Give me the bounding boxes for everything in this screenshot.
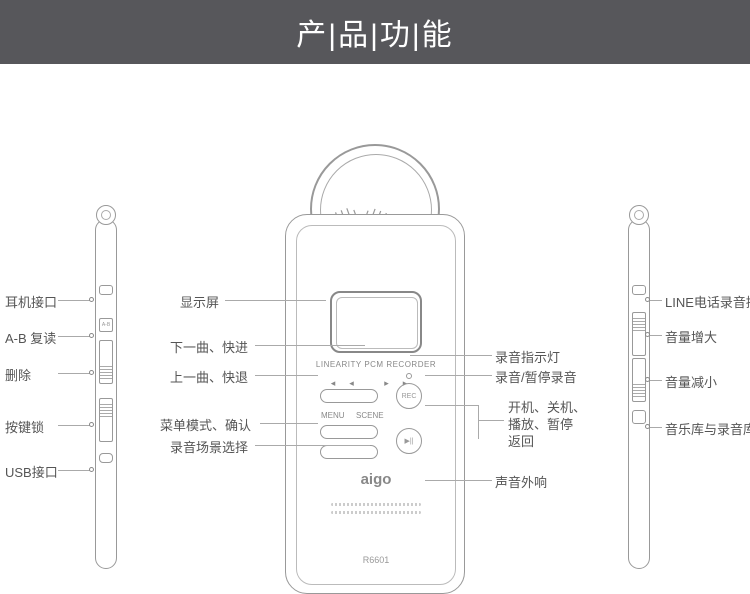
front-body: LINEARITY PCM RECORDER ◂◂ ▸▸ MENU SCENE … <box>285 214 465 594</box>
header-banner: 产|品|功|能 <box>0 0 750 64</box>
callout-label: 录音场景选择 <box>170 437 248 456</box>
delete-slider <box>99 340 113 384</box>
callout-label: 录音/暂停录音 <box>495 367 577 386</box>
leader-line <box>255 345 365 346</box>
leader-line <box>58 300 92 301</box>
side-knob-r <box>629 205 649 225</box>
device-left-side: A-B <box>85 219 127 569</box>
leader-line <box>255 375 318 376</box>
leader-line <box>478 405 479 439</box>
play-button: ▶|| <box>396 428 422 454</box>
callout-label: 录音指示灯 <box>495 347 560 366</box>
callout-label: 显示屏 <box>180 292 219 311</box>
ab-button: A-B <box>99 318 113 332</box>
rec-led <box>406 373 412 379</box>
leader-line <box>58 336 92 337</box>
scene-text: SCENE <box>356 411 384 420</box>
leader-line <box>648 427 662 428</box>
callout-label: 下一曲、快进 <box>170 337 248 356</box>
diagram-content: A-B <box>0 64 750 588</box>
menu-text: MENU <box>321 411 345 420</box>
leader-line <box>260 423 318 424</box>
leader-line <box>58 373 92 374</box>
callout-label: 声音外响 <box>495 472 547 491</box>
lib-switch-btn <box>632 410 646 424</box>
screen <box>330 291 422 353</box>
leader-line <box>225 300 326 301</box>
leader-line <box>255 445 370 446</box>
leader-dot <box>89 370 94 375</box>
callout-label: 返回 <box>508 431 534 450</box>
vol-up-slider <box>632 312 646 356</box>
leader-line <box>648 380 662 381</box>
callout-label: USB接口 <box>5 462 58 481</box>
leader-line <box>478 420 504 421</box>
pill-scene <box>320 445 378 459</box>
callout-label: 音乐库与录音库切换 <box>665 419 750 438</box>
vol-down-slider <box>632 358 646 402</box>
callout-label: 耳机接口 <box>5 292 57 311</box>
leader-dot <box>645 377 650 382</box>
line-port <box>632 285 646 295</box>
leader-line <box>410 355 492 356</box>
leader-dot <box>89 333 94 338</box>
leader-line <box>58 470 92 471</box>
leader-dot <box>89 467 94 472</box>
speaker-grill <box>331 503 421 506</box>
header-title: 产|品|功|能 <box>296 10 453 54</box>
callout-label: 菜单模式、确认 <box>160 415 251 434</box>
speaker-grill <box>331 511 421 514</box>
side-body-r <box>628 219 650 569</box>
device-front: LINEARITY PCM RECORDER ◂◂ ▸▸ MENU SCENE … <box>285 154 465 594</box>
model-number: R6601 <box>286 555 466 565</box>
side-knob <box>96 205 116 225</box>
callout-label: 上一曲、快退 <box>170 367 248 386</box>
leader-line <box>648 335 662 336</box>
device-right-side <box>618 219 660 569</box>
callout-label: 按键锁 <box>5 417 44 436</box>
leader-dot <box>645 424 650 429</box>
leader-line <box>425 375 492 376</box>
leader-line <box>648 300 662 301</box>
leader-line <box>425 480 492 481</box>
leader-dot <box>89 297 94 302</box>
callout-label: LINE电话录音接口 <box>665 292 750 311</box>
leader-dot <box>645 332 650 337</box>
callout-label: 音量减小 <box>665 372 717 391</box>
leader-dot <box>645 297 650 302</box>
rec-button: REC <box>396 383 422 409</box>
usb-port <box>99 453 113 463</box>
callout-label: 音量增大 <box>665 327 717 346</box>
leader-line <box>58 425 92 426</box>
pill-menu <box>320 425 378 439</box>
lcd-label: LINEARITY PCM RECORDER <box>286 360 466 369</box>
leader-dot <box>89 422 94 427</box>
callout-label: 删除 <box>5 365 31 384</box>
track-symbols: ◂◂ ▸▸ <box>286 378 466 389</box>
leader-line <box>425 405 478 406</box>
pill-prev-next <box>320 389 378 403</box>
side-body: A-B <box>95 219 117 569</box>
callout-label: A-B 复读 <box>5 328 56 347</box>
lock-slider <box>99 398 113 442</box>
headphone-port <box>99 285 113 295</box>
